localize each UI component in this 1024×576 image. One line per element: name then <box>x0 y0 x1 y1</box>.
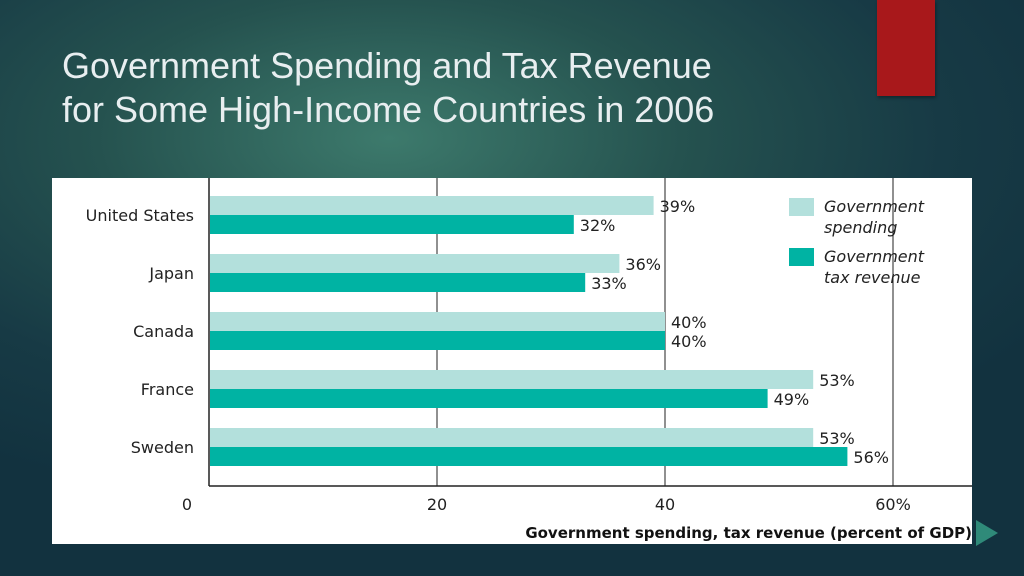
data-label: 53% <box>819 371 855 390</box>
slide-title-line-2: for Some High-Income Countries in 2006 <box>62 89 715 130</box>
x-tick-label: 60% <box>875 495 911 514</box>
category-label: United States <box>86 206 194 225</box>
triangle-arrow-icon <box>976 520 998 546</box>
data-label: 33% <box>591 274 627 293</box>
data-label: 39% <box>660 197 696 216</box>
category-label: Japan <box>148 264 194 283</box>
bar-spending <box>210 428 814 447</box>
data-label: 40% <box>671 332 707 351</box>
bar-tax-revenue <box>210 447 848 466</box>
x-axis-title: Government spending, tax revenue (percen… <box>525 524 972 542</box>
data-label: 40% <box>671 313 707 332</box>
bar-spending <box>210 196 654 215</box>
bar-tax-revenue <box>210 273 586 292</box>
data-label: 36% <box>625 255 661 274</box>
bar-tax-revenue <box>210 389 768 408</box>
data-label: 32% <box>580 216 616 235</box>
x-tick-label: 20 <box>427 495 447 514</box>
chart-panel: United States 39% 32% Japan 36% 33% Canada 40% 4… <box>52 178 972 544</box>
bar-spending <box>210 254 620 273</box>
bar-spending <box>210 370 814 389</box>
data-label: 49% <box>774 390 810 409</box>
category-label: Sweden <box>131 438 194 457</box>
legend-label: spending <box>824 218 897 237</box>
bar-chart: United States 39%32%Japan 36%33%Canada 40%4… <box>86 178 972 542</box>
legend-label: tax revenue <box>824 268 921 287</box>
slide-title-line-1: Government Spending and Tax Revenue <box>62 45 712 86</box>
data-label: 53% <box>819 429 855 448</box>
category-label: France <box>141 380 194 399</box>
data-label: 56% <box>853 448 889 467</box>
red-accent-block <box>877 0 935 96</box>
bar-spending <box>210 312 665 331</box>
slide-title: Government Spending and Tax Revenue for … <box>62 44 882 132</box>
category-label: Canada <box>133 322 194 341</box>
legend-swatch-tax-revenue <box>789 248 814 266</box>
legend-label: Government <box>824 197 925 216</box>
legend-swatch-spending <box>789 198 814 216</box>
x-tick-label: 40 <box>655 495 675 514</box>
bar-tax-revenue <box>210 215 574 234</box>
x-tick-label: 0 <box>182 495 192 514</box>
bar-tax-revenue <box>210 331 665 350</box>
legend-label: Government <box>824 247 925 266</box>
